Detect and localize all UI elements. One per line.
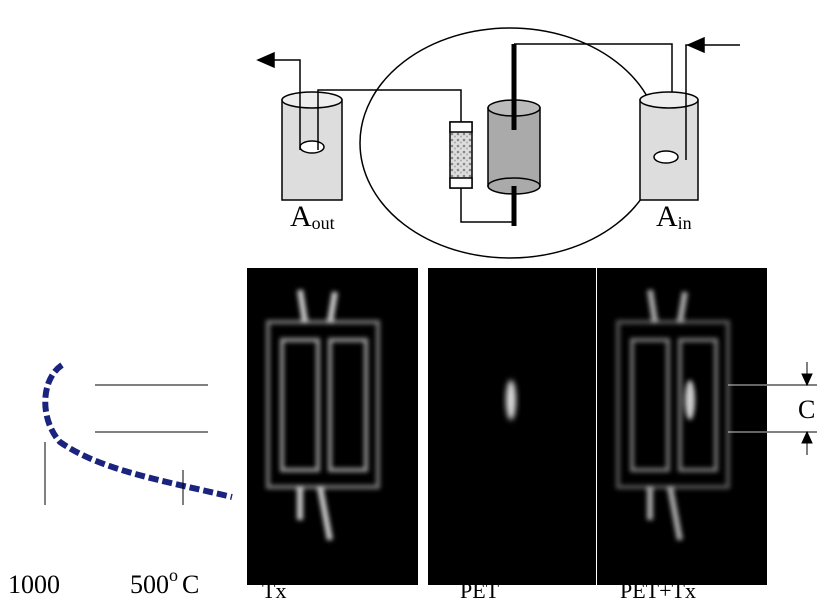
pet-image <box>506 380 516 420</box>
dimension-label: C <box>798 395 815 424</box>
outlet-label: Aout <box>290 200 335 233</box>
unit: C <box>182 570 199 599</box>
flow-diagram <box>256 27 740 259</box>
outlet-bubble <box>299 140 325 154</box>
inlet-arrow <box>686 36 705 54</box>
outlet-letter: A <box>290 200 312 233</box>
temperature-curve <box>42 362 233 500</box>
dimension-marker <box>728 362 817 455</box>
scale-right-label: 500o C <box>130 565 199 599</box>
inlet-tube <box>685 44 740 160</box>
inlet-cup <box>639 99 699 201</box>
scale-value: 500 <box>130 570 169 599</box>
outlet-subscript: out <box>312 213 335 233</box>
scale-left-label: 1000 <box>8 570 60 599</box>
image-panels <box>247 268 767 585</box>
inlet-letter: A <box>656 200 678 233</box>
inlet-subscript: in <box>678 213 692 233</box>
pet-panel <box>428 268 596 585</box>
dimension-arrow <box>801 430 813 444</box>
connector <box>317 89 462 150</box>
inlet-label: Ain <box>656 200 692 233</box>
outlet-arrow <box>256 51 275 69</box>
panel-label: PET <box>460 578 500 603</box>
inlet-bubble <box>653 150 679 164</box>
column-cap <box>449 177 473 189</box>
outlet-cup-top <box>281 91 343 109</box>
panel-label: PET+Tx <box>620 578 696 603</box>
panel-label: Tx <box>262 578 286 603</box>
inlet-cup-top <box>639 91 699 109</box>
scale <box>42 362 233 505</box>
tx-image <box>266 289 380 541</box>
connector <box>460 188 514 223</box>
degree: o <box>169 565 178 585</box>
dimension-arrow <box>801 373 813 387</box>
column-cap <box>449 121 473 133</box>
fused-image <box>616 289 730 541</box>
outlet-tube <box>270 59 301 150</box>
